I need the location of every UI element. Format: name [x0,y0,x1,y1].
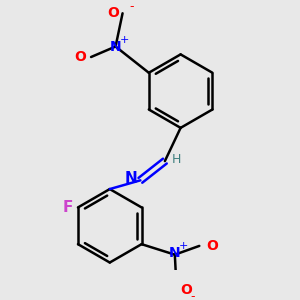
Text: F: F [62,200,73,215]
Text: N: N [124,171,137,186]
Text: -: - [190,290,195,300]
Text: H: H [172,153,181,166]
Text: O: O [206,239,218,253]
Text: +: + [120,34,129,44]
Text: N: N [169,246,181,260]
Text: N: N [110,40,122,53]
Text: O: O [74,50,86,64]
Text: +: + [179,241,188,251]
Text: O: O [107,6,119,20]
Text: -: - [129,0,134,13]
Text: O: O [180,283,192,297]
